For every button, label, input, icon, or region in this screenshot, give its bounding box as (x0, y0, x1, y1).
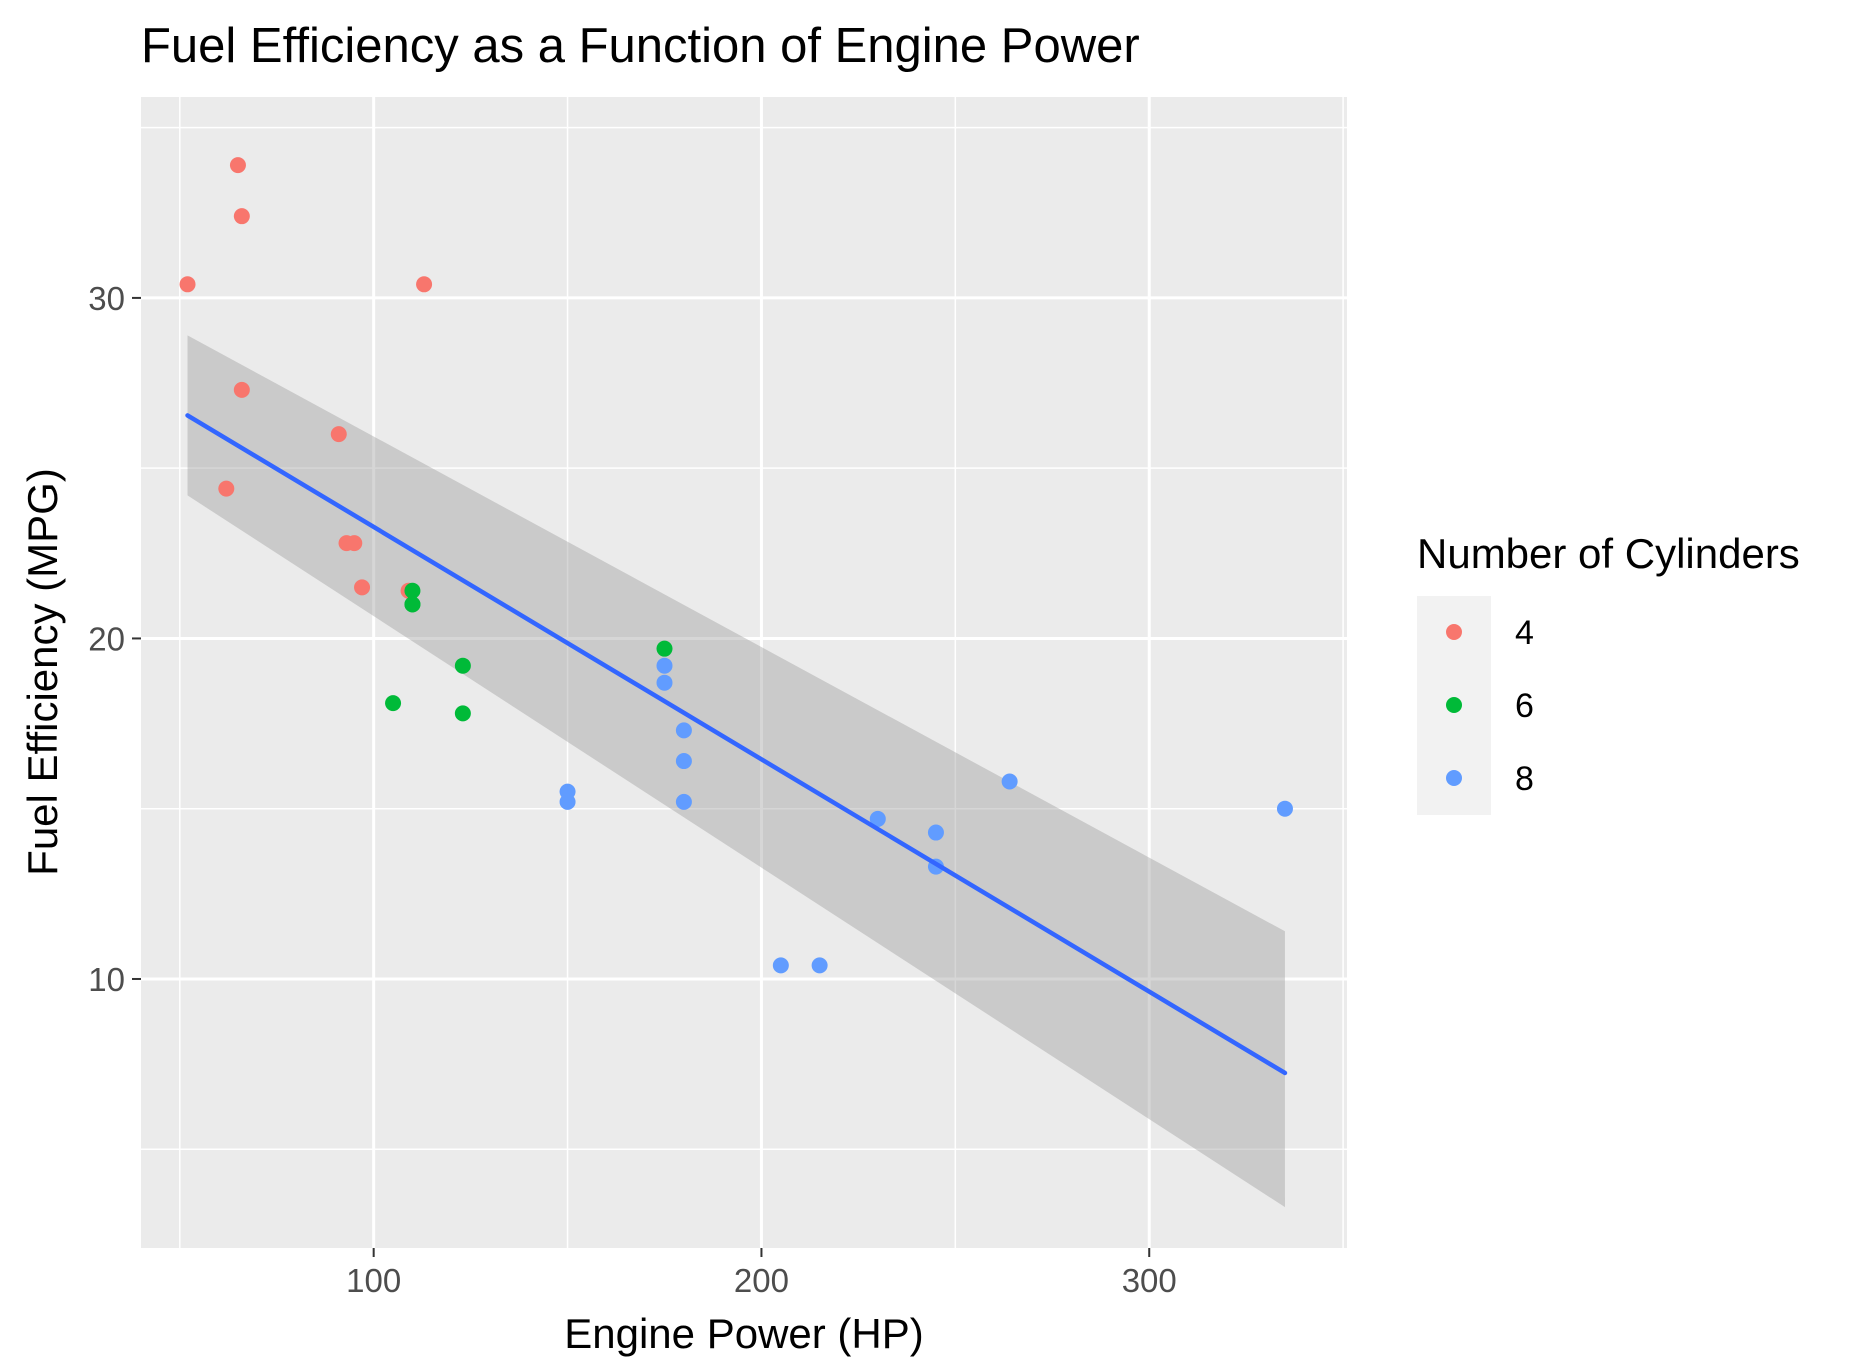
legend-label: 6 (1515, 687, 1534, 725)
plot-panel (141, 97, 1347, 1248)
data-point-cyl-4 (233, 208, 250, 225)
data-point-cyl-8 (772, 957, 789, 974)
x-axis: 100 200 300 (346, 1248, 1177, 1299)
x-axis-title: Engine Power (HP) (564, 1310, 923, 1357)
data-point-cyl-4 (233, 381, 250, 398)
data-point-cyl-4 (330, 426, 347, 443)
chart-title: Fuel Efficiency as a Function of Engine … (141, 19, 1140, 73)
data-point-cyl-6 (454, 705, 471, 722)
data-point-cyl-8 (927, 824, 944, 841)
data-point-cyl-4 (179, 276, 196, 293)
minor-gridlines (141, 97, 1347, 1248)
data-point-cyl-6 (404, 596, 421, 613)
data-point-cyl-8 (656, 657, 673, 674)
data-point-cyl-8 (656, 674, 673, 691)
data-point-cyl-8 (559, 793, 576, 810)
legend-label: 8 (1515, 760, 1534, 798)
y-tick-label: 10 (88, 961, 125, 998)
y-axis-title: Fuel Efficiency (MPG) (19, 468, 66, 876)
data-point-cyl-8 (675, 753, 692, 770)
data-point-cyl-4 (416, 276, 433, 293)
data-point-cyl-6 (656, 640, 673, 657)
x-tick-label: 100 (346, 1262, 401, 1299)
x-tick-label: 200 (734, 1262, 789, 1299)
data-points-layer (179, 157, 1293, 974)
data-point-cyl-4 (218, 480, 235, 497)
legend-key-cyl-8 (1446, 770, 1462, 786)
data-point-cyl-4 (229, 157, 246, 174)
legend-entries: 4 6 8 (1446, 614, 1534, 798)
legend-title: Number of Cylinders (1417, 530, 1800, 577)
data-point-cyl-8 (1276, 800, 1293, 817)
data-point-cyl-8 (811, 957, 828, 974)
confidence-band (187, 335, 1285, 1208)
data-point-cyl-6 (404, 582, 421, 599)
data-point-cyl-4 (354, 579, 371, 596)
data-point-cyl-6 (385, 695, 402, 712)
data-point-cyl-8 (1001, 773, 1018, 790)
data-point-cyl-8 (675, 722, 692, 739)
legend: Number of Cylinders 4 6 8 (1417, 530, 1800, 815)
legend-key-cyl-6 (1446, 697, 1462, 713)
data-point-cyl-6 (454, 657, 471, 674)
legend-label: 4 (1515, 614, 1534, 652)
legend-key-cyl-4 (1446, 624, 1462, 640)
trend-line-layer (185, 413, 1288, 1076)
trend-line (185, 413, 1288, 1076)
major-gridlines (141, 97, 1347, 1248)
data-point-cyl-8 (869, 810, 886, 827)
data-point-cyl-4 (346, 535, 363, 552)
confidence-band-layer (187, 335, 1285, 1208)
y-tick-label: 30 (88, 280, 125, 317)
data-point-cyl-8 (675, 793, 692, 810)
y-tick-label: 20 (88, 620, 125, 657)
x-tick-label: 300 (1122, 1262, 1177, 1299)
y-axis: 10 20 30 (88, 280, 141, 998)
